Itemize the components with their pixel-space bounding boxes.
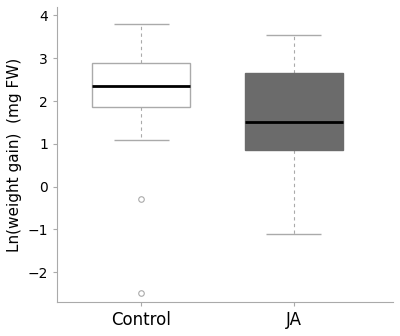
Bar [245,73,343,150]
Bar [92,62,190,108]
Y-axis label: Ln(weight gain)  (mg FW): Ln(weight gain) (mg FW) [7,57,22,252]
